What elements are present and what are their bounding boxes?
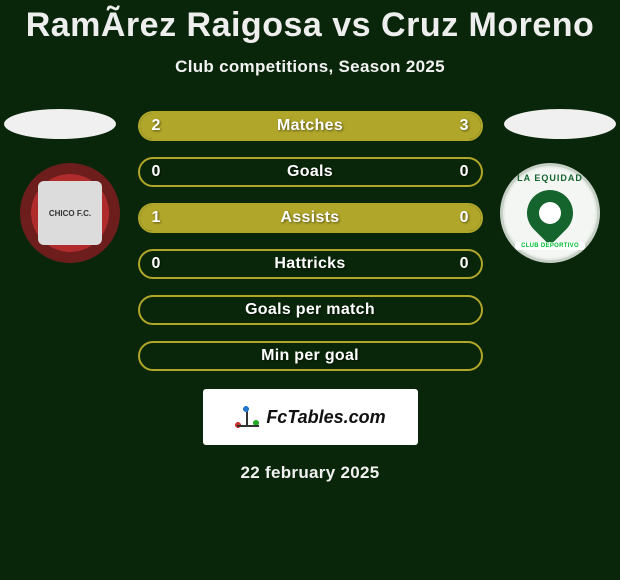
stat-value-right: 0 — [460, 209, 469, 227]
page-title: RamÃ­rez Raigosa vs Cruz Moreno — [26, 6, 595, 45]
infographic-date: 22 february 2025 — [241, 463, 380, 483]
chart-icon — [234, 405, 262, 429]
subtitle: Club competitions, Season 2025 — [175, 57, 445, 77]
source-logo: FcTables.com — [203, 389, 418, 445]
stat-bar: 0 0 Goals — [138, 157, 483, 187]
stat-bar: 1 0 Assists — [138, 203, 483, 233]
stat-label: Hattricks — [274, 255, 345, 273]
drop-icon — [517, 180, 582, 245]
player1-name: RamÃ­rez Raigosa — [26, 6, 323, 44]
club-badge-label: CHICO F.C. — [38, 181, 102, 245]
stat-bars: 2 3 Matches 0 0 Goals 1 0 Assists 0 0 Hattricks Goal… — [138, 111, 483, 371]
stat-label: Matches — [277, 117, 343, 135]
comparison-stage: CHICO F.C. LA EQUIDAD CLUB DEPORTIVO 2 3 M… — [0, 111, 620, 371]
stat-label: Goals — [287, 163, 333, 181]
source-logo-text: FcTables.com — [266, 407, 385, 428]
stat-value-right: 3 — [460, 117, 469, 135]
stat-value-left: 0 — [152, 255, 161, 273]
stat-label: Goals per match — [245, 301, 375, 319]
stat-bar: Goals per match — [138, 295, 483, 325]
player2-photo — [504, 109, 616, 139]
stat-value-left: 0 — [152, 163, 161, 181]
club-ribbon-text: CLUB DEPORTIVO — [515, 242, 585, 250]
stat-label: Min per goal — [261, 347, 359, 365]
stat-value-left: 1 — [152, 209, 161, 227]
player2-club-badge: LA EQUIDAD CLUB DEPORTIVO — [500, 163, 600, 263]
stat-value-right: 0 — [460, 163, 469, 181]
stat-bar: 0 0 Hattricks — [138, 249, 483, 279]
player2-name: Cruz Moreno — [381, 6, 594, 44]
stat-label: Assists — [280, 209, 339, 227]
vs-label: vs — [332, 6, 371, 44]
stat-bar: Min per goal — [138, 341, 483, 371]
stat-bar: 2 3 Matches — [138, 111, 483, 141]
infographic-container: RamÃ­rez Raigosa vs Cruz Moreno Club com… — [0, 0, 620, 483]
stat-value-right: 0 — [460, 255, 469, 273]
club-arc-text: LA EQUIDAD — [517, 173, 583, 183]
player1-club-badge: CHICO F.C. — [20, 163, 120, 263]
stat-value-left: 2 — [152, 117, 161, 135]
player1-photo — [4, 109, 116, 139]
